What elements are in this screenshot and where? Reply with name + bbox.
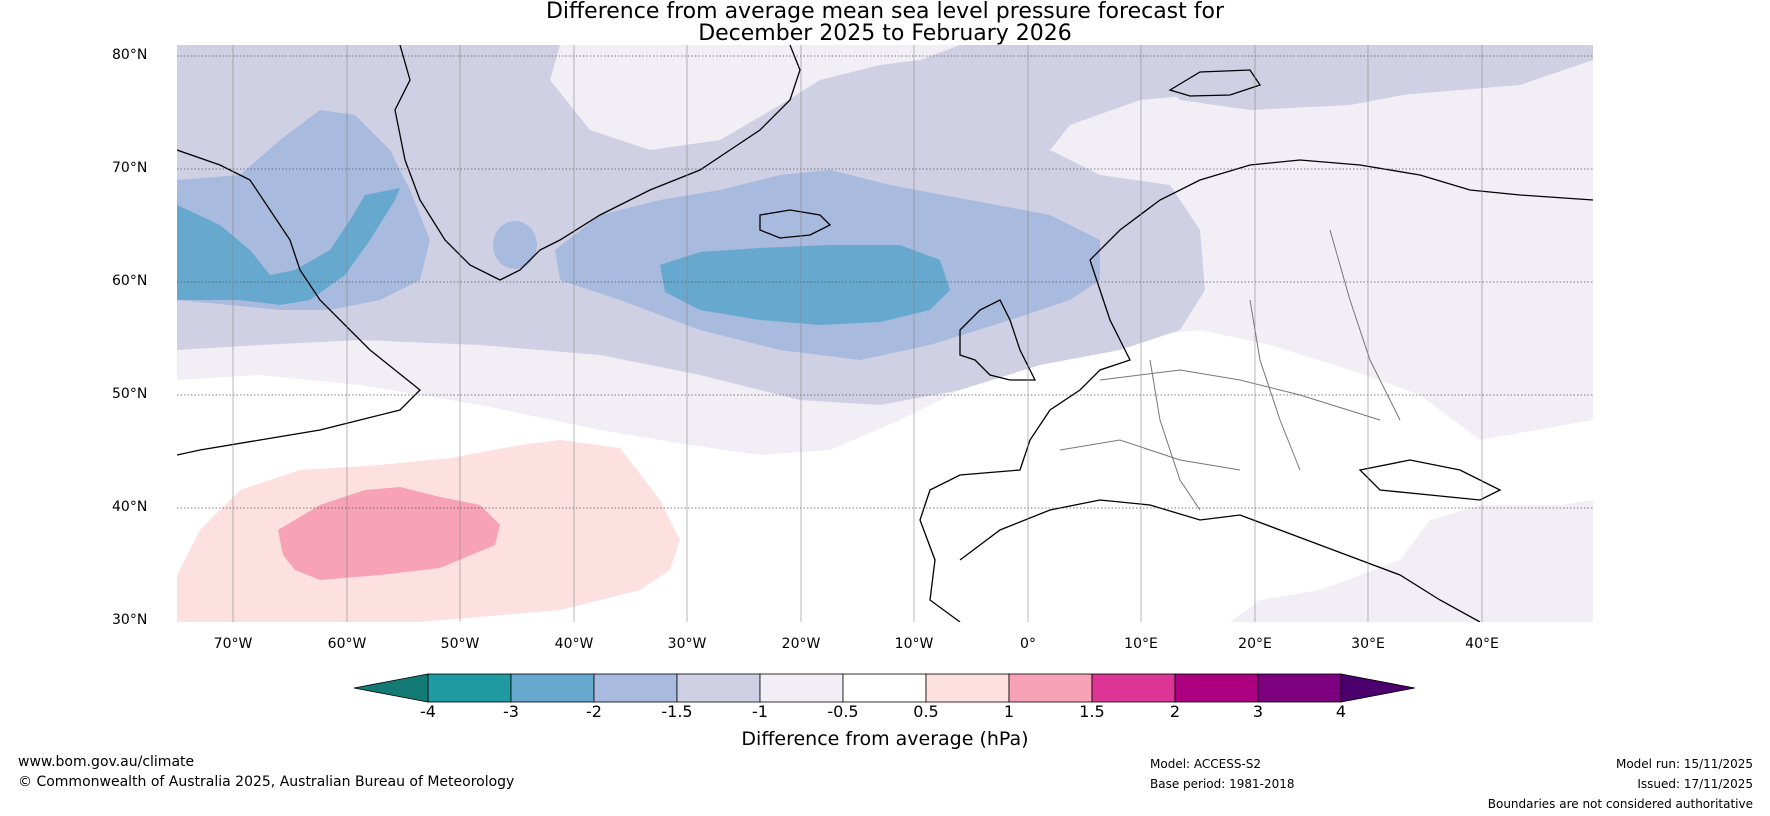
iceland-coast — [759, 209, 832, 239]
contour-fill-minus-3-to-minus-2-atlantic — [660, 245, 950, 325]
disclaimer-text: Boundaries are not considered authoritat… — [1487, 797, 1753, 811]
model-run-text: Model run: 15/11/2025 — [1615, 757, 1753, 771]
colorbar-tick-label: 2 — [1169, 702, 1181, 721]
colorbar-segment — [1174, 673, 1259, 703]
lon-label-40e: 40°E — [1465, 636, 1499, 652]
website-link[interactable]: www.bom.gov.au/climate — [18, 754, 195, 770]
colorbar-tick-label: 4 — [1335, 702, 1347, 721]
colorbar-tick-label: 1 — [1003, 702, 1015, 721]
colorbar-segment — [510, 673, 595, 703]
graticule — [177, 55, 1593, 509]
contour-fill-minus-1.5-svalbard — [1160, 50, 1450, 110]
coastlines — [177, 45, 1593, 622]
colorbar-segment — [427, 673, 512, 703]
colorbar-tick-label: 3 — [1252, 702, 1264, 721]
border-line-5 — [1059, 439, 1241, 471]
colorbar-tick-label: 0.5 — [913, 702, 939, 721]
lon-label-10w: 10°W — [894, 636, 934, 652]
europe-atlantic-coast — [919, 259, 1131, 622]
border-line-2 — [1149, 359, 1201, 511]
contour-fill-minus-1-to-minus-0.5-east — [1230, 500, 1593, 622]
pressure-anomaly-field — [177, 45, 1593, 622]
colorbar-tick-label: -3 — [503, 702, 519, 721]
colorbar-segment — [1257, 673, 1342, 703]
colorbar-segment — [593, 673, 678, 703]
border-line-1 — [1099, 369, 1381, 421]
colorbar-tick-label: 1.5 — [1079, 702, 1105, 721]
colorbar-segment — [925, 673, 1010, 703]
colorbar-tick-label: -2 — [586, 702, 602, 721]
black-sea-coast — [1358, 459, 1502, 501]
colorbar-segment — [759, 673, 844, 703]
issued-text: Issued: 17/11/2025 — [1637, 777, 1753, 791]
lon-label-0: 0° — [1020, 636, 1036, 652]
colorbar-segment — [676, 673, 761, 703]
colorbar-extend-high — [1340, 673, 1416, 703]
chart-title-line-1: Difference from average mean sea level p… — [545, 0, 1225, 24]
colorbar-segment — [842, 673, 927, 703]
colorbar-tick-label: -1.5 — [661, 702, 693, 721]
lon-label-20w: 20°W — [781, 636, 821, 652]
chart-title-line-2: December 2025 to February 2026 — [698, 21, 1072, 46]
lon-label-60w: 60°W — [327, 636, 367, 652]
contour-fill-minus-2-small-blob — [493, 221, 537, 269]
lat-label-40n: 40°N — [112, 499, 148, 515]
north-america-coast — [177, 149, 421, 456]
lat-label-80n: 80°N — [112, 47, 148, 63]
lat-label-50n: 50°N — [112, 386, 148, 402]
colorbar-tick-label: -0.5 — [827, 702, 859, 721]
lon-label-20e: 20°E — [1238, 636, 1272, 652]
lon-label-40w: 40°W — [554, 636, 594, 652]
lat-label-70n: 70°N — [112, 160, 148, 176]
lon-label-50w: 50°W — [440, 636, 480, 652]
british-isles-coast — [959, 299, 1037, 381]
lat-label-30n: 30°N — [112, 612, 148, 628]
contour-fill-1-to-1.5 — [278, 487, 500, 580]
colorbar-tick-label: -4 — [420, 702, 436, 721]
model-text: Model: ACCESS-S2 — [1150, 757, 1262, 771]
lon-label-30e: 30°E — [1351, 636, 1385, 652]
colorbar-segment — [1008, 673, 1093, 703]
meridians — [232, 45, 1483, 622]
colorbar-segment — [1091, 673, 1176, 703]
base-period-text: Base period: 1981-2018 — [1150, 777, 1295, 791]
colorbar-tick-label: -1 — [752, 702, 768, 721]
lon-label-30w: 30°W — [667, 636, 707, 652]
border-line-4 — [1329, 229, 1401, 421]
colorbar-extend-low — [353, 673, 429, 703]
mediterranean-coast — [959, 499, 1481, 622]
lon-label-10e: 10°E — [1124, 636, 1158, 652]
scandinavia-north-coast — [1089, 159, 1593, 261]
lat-label-60n: 60°N — [112, 273, 148, 289]
svalbard-coast — [1168, 69, 1262, 97]
colorbar — [353, 673, 1416, 703]
colorbar-title: Difference from average (hPa) — [741, 728, 1029, 750]
greenland-coast — [394, 45, 801, 281]
lon-label-70w: 70°W — [213, 636, 253, 652]
copyright-text: © Commonwealth of Australia 2025, Austra… — [18, 774, 515, 790]
